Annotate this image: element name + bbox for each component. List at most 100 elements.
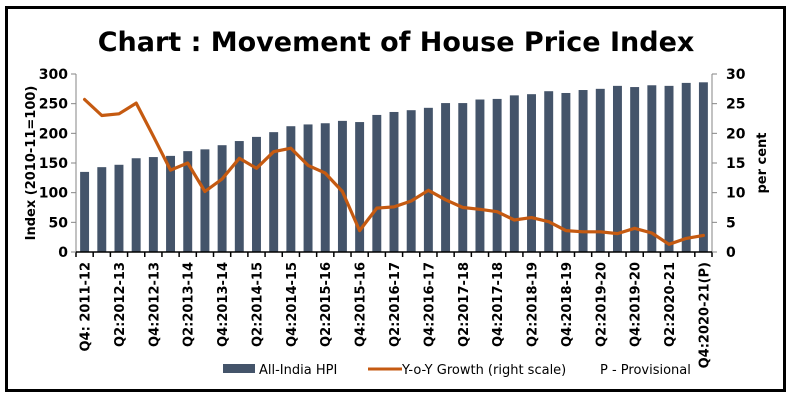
growth-point — [392, 205, 396, 209]
legend-label-growth: Y-o-Y Growth (right scale) — [401, 363, 566, 378]
growth-point — [186, 161, 189, 165]
x-tick-label: Q2:2016-17 — [388, 262, 403, 347]
hpi-bar — [217, 145, 227, 252]
growth-point — [599, 230, 602, 234]
hpi-bar — [337, 120, 347, 252]
hpi-bar — [441, 103, 451, 252]
legend-bar-swatch — [223, 364, 255, 373]
growth-point — [220, 177, 224, 181]
x-tick-label: Q2:2013-14 — [182, 262, 197, 347]
hpi-bar — [406, 110, 416, 253]
growth-point — [667, 243, 671, 246]
hpi-bar — [664, 85, 674, 252]
legend-note-provisional: P - Provisional — [600, 363, 691, 378]
x-tick-label: Q4:2014-15 — [285, 262, 300, 347]
hpi-bar — [252, 136, 261, 252]
growth-point — [203, 190, 207, 193]
growth-point — [633, 227, 636, 230]
y-tick-label: 200 — [39, 126, 68, 142]
y-tick-label: 150 — [39, 156, 68, 172]
y2-tick-label: 25 — [726, 97, 745, 113]
x-tick-label: Q4:2012-13 — [147, 262, 162, 347]
hpi-bar — [561, 92, 571, 252]
hpi-bar — [320, 123, 330, 252]
growth-point — [255, 167, 258, 170]
x-tick-label: Q4:2015-16 — [354, 262, 369, 347]
growth-point — [650, 231, 654, 235]
y-tick-label: 300 — [39, 67, 68, 83]
hpi-bar — [492, 98, 502, 252]
growth-point — [702, 234, 705, 237]
growth-point — [547, 220, 550, 223]
x-tick-label: Q4:2018-19 — [560, 262, 575, 347]
growth-point — [238, 157, 241, 160]
y2-tick-label: 30 — [726, 67, 746, 83]
right-axis-ticks: 0 5 10 15 20 25 30 — [712, 67, 746, 261]
x-tick-label: Q2:2017-18 — [457, 262, 472, 347]
hpi-bar — [647, 85, 657, 252]
hpi-bar — [131, 158, 141, 252]
hpi-bar — [355, 122, 365, 252]
growth-point — [289, 146, 293, 150]
hpi-bar — [97, 167, 107, 252]
hpi-bar — [389, 111, 399, 253]
legend-label-hpi: All-India HPI — [259, 363, 337, 378]
x-tick-label: Q4:2020-21(P) — [697, 262, 712, 368]
hpi-bar — [148, 157, 158, 252]
line-series — [82, 97, 706, 246]
growth-point — [324, 171, 327, 175]
growth-point — [100, 114, 103, 117]
growth-point — [409, 199, 413, 203]
y-tick-label: 100 — [39, 186, 68, 202]
hpi-bar — [80, 171, 90, 252]
growth-point — [306, 164, 310, 167]
growth-point — [513, 218, 516, 222]
x-axis-ticks: Q4: 2011-12 Q2:2012-13 Q4:2012-13 Q2:2013-1… — [79, 262, 713, 368]
hpi-bar — [114, 164, 124, 252]
growth-point — [478, 208, 482, 211]
x-tick-label: Q2:2020-21 — [663, 262, 678, 347]
bar-series — [80, 82, 708, 253]
hpi-bar — [509, 95, 519, 252]
x-tick-label: Q2:2015-16 — [319, 262, 334, 347]
hpi-bar — [183, 151, 193, 252]
x-tick-label: Q4:2017-18 — [491, 262, 506, 347]
hpi-bar — [698, 82, 708, 252]
growth-point — [444, 198, 447, 201]
growth-point — [83, 98, 86, 101]
x-tick-label: Q2:2014-15 — [250, 262, 265, 347]
hpi-bar — [269, 132, 279, 252]
y2-tick-label: 5 — [726, 215, 736, 231]
growth-point — [564, 229, 568, 232]
growth-point — [461, 206, 464, 209]
y2-tick-label: 20 — [726, 126, 746, 142]
growth-point — [169, 168, 172, 172]
y-tick-label: 0 — [58, 245, 68, 261]
y-tick-label: 50 — [49, 215, 69, 231]
x-tick-label: Q4:2013-14 — [216, 262, 231, 347]
x-tick-label: Q2:2012-13 — [113, 262, 128, 347]
x-tick-label: Q4: 2011-12 — [79, 262, 94, 352]
hpi-bar — [578, 90, 588, 253]
growth-point — [272, 150, 275, 153]
x-tick-label: Q4:2016-17 — [422, 262, 437, 347]
hpi-bar — [303, 124, 313, 252]
x-tick-label: Q2:2019-20 — [594, 262, 609, 347]
hpi-bar — [681, 82, 691, 253]
y2-tick-label: 15 — [726, 156, 745, 172]
growth-point — [427, 189, 430, 192]
hpi-bar — [475, 99, 485, 252]
hpi-bar — [527, 94, 536, 252]
growth-point — [117, 112, 121, 115]
hpi-bar — [595, 88, 605, 252]
growth-point — [152, 135, 155, 138]
hpi-bar — [630, 87, 640, 252]
hpi-bar — [200, 149, 210, 252]
hpi-bar — [544, 91, 554, 252]
hpi-bar — [458, 103, 468, 252]
left-axis-title: Index (2010-11=100) — [24, 86, 39, 241]
right-axis-title: per cent — [755, 132, 770, 193]
hpi-bar — [166, 155, 176, 252]
x-tick-label: Q2:2018-19 — [526, 262, 541, 347]
